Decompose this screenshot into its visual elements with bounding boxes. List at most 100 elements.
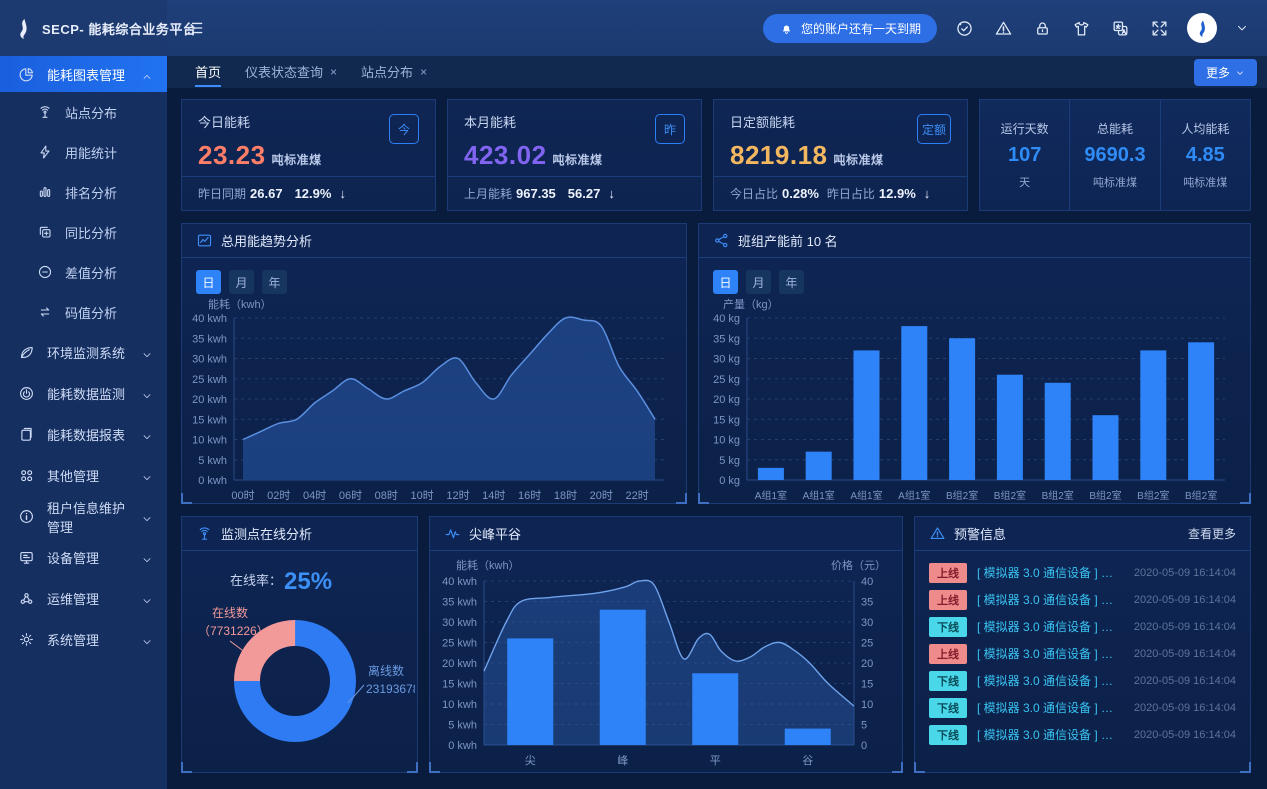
- chevron-icon: [143, 640, 151, 645]
- sidebar-subitem-差值分析[interactable]: 差值分析: [0, 252, 167, 292]
- alert-time: 2020-05-09 16:14:04: [1133, 701, 1236, 714]
- svg-text:0 kg: 0 kg: [719, 475, 740, 487]
- alert-time: 2020-05-09 16:14:04: [1133, 728, 1236, 741]
- summary-value: 107: [1007, 144, 1042, 166]
- svg-text:30 kwh: 30 kwh: [192, 354, 227, 366]
- period-年-button[interactable]: 年: [779, 270, 804, 294]
- summary-label: 总能耗: [1096, 122, 1133, 136]
- down-arrow-icon: ↓: [339, 186, 346, 201]
- period-日-button[interactable]: 日: [713, 270, 738, 294]
- svg-text:30 kwh: 30 kwh: [442, 617, 477, 629]
- svg-text:价格（元）: 价格（元）: [831, 558, 886, 572]
- team-period-switch: 日月年: [699, 258, 1250, 294]
- period-月-button[interactable]: 月: [746, 270, 771, 294]
- svg-text:25 kg: 25 kg: [713, 374, 740, 386]
- sidebar-item-能耗数据监测[interactable]: 能耗数据监测: [0, 373, 167, 414]
- sidebar-item-能耗图表管理[interactable]: 能耗图表管理: [0, 56, 167, 92]
- chevron-icon: [143, 394, 151, 399]
- sidebar-item-其他管理[interactable]: 其他管理: [0, 455, 167, 496]
- alert-message: [ 模拟器 3.0 通信设备 ] 模拟器 3.0...: [977, 620, 1124, 634]
- panel-energy-trend: 总用能趋势分析 日月年 能耗（kwh） 0 kwh 5 kwh 10 kwh 15 kw…: [181, 223, 687, 504]
- sidebar-subitem-排名分析[interactable]: 排名分析: [0, 172, 167, 212]
- alert-message: [ 模拟器 3.0 通信设备 ] 模拟器 3.0...: [977, 674, 1124, 688]
- sidebar-subitem-码值分析[interactable]: 码值分析: [0, 292, 167, 332]
- sidebar-item-运维管理[interactable]: 运维管理: [0, 578, 167, 619]
- svg-text:10 kg: 10 kg: [713, 435, 740, 447]
- warning-triangle-icon: [929, 525, 946, 542]
- card-title: 本月能耗: [464, 115, 517, 130]
- tab-站点分布[interactable]: 站点分布 ×: [349, 55, 439, 89]
- alert-row[interactable]: 下线 [ 模拟器 3.0 通信设备 ] 模拟器 3.0... 2020-05-09 …: [929, 667, 1236, 694]
- avatar[interactable]: [1187, 13, 1217, 43]
- gauge-check-icon: [957, 20, 972, 36]
- svg-text:离线数: 离线数: [368, 663, 404, 678]
- tab-close-icon[interactable]: ×: [420, 64, 428, 79]
- alert-time: 2020-05-09 16:14:04: [1133, 593, 1236, 606]
- sidebar-subitem-用能统计[interactable]: 用能统计: [0, 132, 167, 172]
- alert-row[interactable]: 下线 [ 模拟器 3.0 通信设备 ] 模拟器 3.0... 2020-05-09 …: [929, 613, 1236, 640]
- sidebar-item-环境监测系统[interactable]: 环境监测系统: [0, 332, 167, 373]
- warning-button[interactable]: [994, 19, 1013, 38]
- account-expiry-notification[interactable]: 您的账户还有一天到期: [762, 13, 937, 43]
- tab-close-icon[interactable]: ×: [330, 64, 338, 79]
- pulse-icon: [445, 529, 460, 539]
- sidebar-subitem-站点分布[interactable]: 站点分布: [0, 92, 167, 132]
- language-button[interactable]: [1111, 19, 1130, 38]
- fullscreen-button[interactable]: [1150, 19, 1169, 38]
- period-月-button[interactable]: 月: [229, 270, 254, 294]
- chevron-icon: [143, 74, 151, 79]
- alert-message: [ 模拟器 3.0 通信设备 ] 模拟器 3.0...: [977, 593, 1124, 607]
- svg-text:B组2室: B组2室: [1089, 489, 1121, 502]
- svg-text:35 kwh: 35 kwh: [442, 597, 477, 609]
- alert-row[interactable]: 上线 [ 模拟器 3.0 通信设备 ] 模拟器 3.0... 2020-05-09 …: [929, 640, 1236, 667]
- summary-value: 9690.3: [1084, 144, 1146, 166]
- chevron-down-icon: [1235, 65, 1245, 79]
- sidebar-item-系统管理[interactable]: 系统管理: [0, 619, 167, 660]
- menu-collapse-icon: [187, 22, 203, 34]
- svg-text:23193678: 23193678: [366, 682, 415, 696]
- status-badge: 上线: [929, 589, 967, 610]
- more-tabs-button[interactable]: 更多: [1193, 58, 1257, 86]
- user-menu-chevron-icon[interactable]: [1235, 19, 1249, 37]
- period-日-button[interactable]: 日: [196, 270, 221, 294]
- sidebar-item-设备管理[interactable]: 设备管理: [0, 537, 167, 578]
- theme-shirt-button[interactable]: [1072, 19, 1091, 38]
- svg-text:22时: 22时: [626, 489, 649, 502]
- energy-trend-chart: 能耗（kwh） 0 kwh 5 kwh 10 kwh 15 kwh 20 kwh 25 kw…: [192, 297, 664, 502]
- view-more-link[interactable]: 查看更多: [1187, 527, 1236, 541]
- svg-text:0: 0: [861, 740, 867, 752]
- status-badge: 下线: [929, 670, 967, 691]
- tab-bar: 首页 仪表状态查询 × 站点分布 × 更多: [167, 56, 1267, 89]
- tab-首页[interactable]: 首页: [183, 55, 233, 89]
- warning-icon: [995, 21, 1012, 35]
- alert-row[interactable]: 下线 [ 模拟器 3.0 通信设备 ] 模拟器 3.0... 2020-05-09 …: [929, 721, 1236, 748]
- period-年-button[interactable]: 年: [262, 270, 287, 294]
- tab-仪表状态查询[interactable]: 仪表状态查询 ×: [233, 55, 349, 89]
- summary-运行天数: 运行天数 107 天: [980, 100, 1069, 210]
- line-chart-icon: [197, 234, 212, 247]
- flame-logo-icon: [20, 18, 27, 39]
- alert-row[interactable]: 上线 [ 模拟器 3.0 通信设备 ] 模拟器 3.0... 2020-05-09 …: [929, 559, 1236, 586]
- tab-label: 首页: [195, 65, 222, 80]
- lock-button[interactable]: [1033, 19, 1052, 38]
- gear-icon: [20, 633, 33, 646]
- share-icon: [715, 233, 728, 248]
- alert-row[interactable]: 下线 [ 模拟器 3.0 通信设备 ] 模拟器 3.0... 2020-05-09 …: [929, 694, 1236, 721]
- svg-text:30 kg: 30 kg: [713, 354, 740, 366]
- summary-总能耗: 总能耗 9690.3 吨标准煤: [1069, 100, 1159, 210]
- sidebar-subitem-同比分析[interactable]: 同比分析: [0, 212, 167, 252]
- svg-text:0 kwh: 0 kwh: [198, 475, 227, 487]
- avatar-flame-icon: [1199, 20, 1205, 37]
- alert-row[interactable]: 上线 [ 模拟器 3.0 通信设备 ] 模拟器 3.0... 2020-05-09 …: [929, 586, 1236, 613]
- sidebar-item-租户信息维护管理[interactable]: 租户信息维护管理: [0, 496, 167, 537]
- panel-title: 尖峰平谷: [469, 527, 522, 542]
- stat-card-本月能耗: 本月能耗 昨 423.02 吨标准煤 上月能耗 967.35 56.27 ↓: [447, 99, 702, 211]
- gauge-check-button[interactable]: [955, 19, 974, 38]
- more-label: 更多: [1205, 65, 1230, 80]
- sidebar-item-能耗数据报表[interactable]: 能耗数据报表: [0, 414, 167, 455]
- power-icon: [20, 387, 33, 400]
- leaf-icon: [20, 346, 33, 359]
- menu-collapse-icon[interactable]: [185, 18, 205, 38]
- svg-text:10: 10: [861, 699, 873, 711]
- calendar-icon: 昨: [655, 114, 685, 144]
